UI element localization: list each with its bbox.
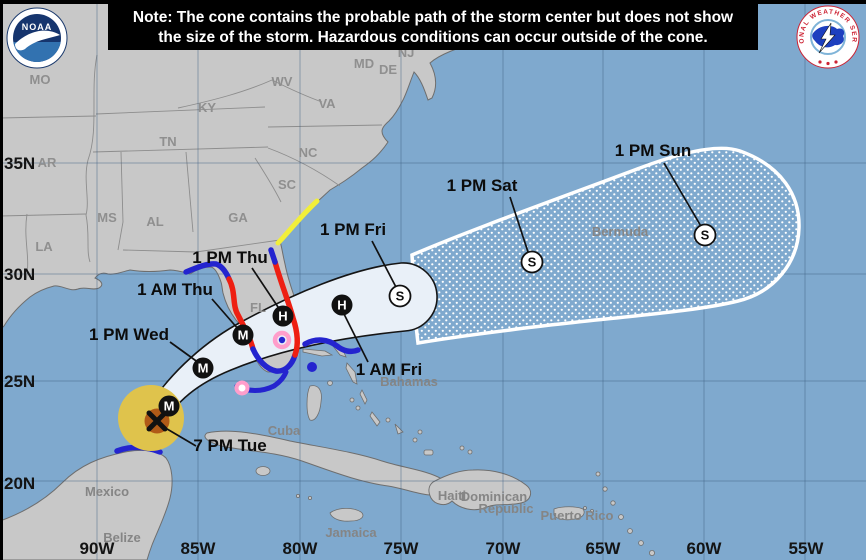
ts-warning-nw-bahamas: [302, 337, 361, 355]
time-label-1pm-fri: 1 PM Fri: [320, 220, 386, 239]
ts-warning-florida-south-tip: [250, 346, 298, 374]
lat-label-25n: 25N: [4, 372, 35, 391]
lon-label-65w: 65W: [586, 539, 622, 558]
place-label-jamaica: Jamaica: [325, 525, 377, 540]
frame-top: [0, 0, 866, 4]
lat-label-20n: 20N: [4, 474, 35, 493]
state-label-ms: MS: [97, 210, 117, 225]
track-point-major-3: M: [232, 324, 254, 346]
track-point-storm-2: S: [520, 250, 544, 274]
track-point-major-1: M: [158, 395, 180, 417]
time-label-1pm-sat: 1 PM Sat: [447, 176, 518, 195]
state-label-tn: TN: [159, 134, 176, 149]
track-point-major-2: M: [192, 357, 214, 379]
forecast-cone-days-4-5: [410, 146, 801, 346]
state-label-wv: WV: [272, 74, 293, 89]
svg-text:M: M: [198, 361, 209, 376]
lon-label-80w: 80W: [283, 539, 319, 558]
lon-label-60w: 60W: [687, 539, 723, 558]
noaa-logo-text: NOAA: [22, 22, 53, 32]
place-label-cuba: Cuba: [268, 423, 301, 438]
land-jamaica: [329, 507, 364, 522]
place-label-puerto-rico: Puerto Rico: [541, 508, 614, 523]
place-label-haiti: Haiti: [438, 488, 466, 503]
hurricane-watch-lake-okeechobee: [272, 330, 292, 350]
land-lesser-antilles: [583, 471, 656, 557]
place-labels: Mexico Belize Cuba Jamaica Haiti Dominic…: [85, 224, 649, 545]
forecast-points: M M M H H S S S: [158, 223, 717, 417]
land-bahamas-islands: [295, 340, 473, 500]
state-label-al: AL: [146, 214, 163, 229]
lat-label-35n: 35N: [4, 154, 35, 173]
state-labels: MO KY WV VA TN NC AR SC MS AL GA LA FL M…: [30, 45, 415, 315]
state-borders: [0, 54, 383, 281]
track-point-storm-1: S: [388, 284, 412, 308]
lon-label-85w: 85W: [181, 539, 217, 558]
time-label-7pm-tue: 7 PM Tue: [193, 436, 266, 455]
state-label-de: DE: [379, 62, 397, 77]
lon-label-70w: 70W: [486, 539, 522, 558]
frame-left: [0, 0, 3, 560]
current-position-x-icon: [146, 410, 168, 432]
nws-logo: NATIONAL WEATHER SERVICE: [796, 5, 860, 69]
lake-okeechobee: [278, 336, 286, 344]
place-label-bahamas: Bahamas: [380, 374, 438, 389]
place-label-belize: Belize: [103, 530, 141, 545]
lat-label-30n: 30N: [4, 265, 35, 284]
noaa-logo: NOAA: [6, 7, 68, 69]
note-line-2: the size of the storm. Hazardous conditi…: [158, 29, 707, 46]
latitude-labels: 35N 30N 25N 20N: [4, 154, 35, 493]
time-label-1pm-thu: 1 PM Thu: [192, 248, 268, 267]
state-label-md: MD: [354, 56, 374, 71]
state-label-mo: MO: [30, 72, 51, 87]
longitude-labels: 90W 85W 80W 75W 70W 65W 60W 55W: [80, 539, 825, 558]
label-leader-lines: [161, 162, 703, 447]
land-mexico-yucatan: [0, 449, 173, 560]
svg-text:S: S: [528, 255, 537, 270]
state-label-ar: AR: [38, 155, 57, 170]
svg-text:S: S: [701, 228, 710, 243]
svg-text:H: H: [278, 309, 287, 324]
land-isla-juventud: [255, 466, 271, 476]
state-label-ky: KY: [198, 100, 216, 115]
lon-label-75w: 75W: [384, 539, 420, 558]
time-label-1pm-sun: 1 PM Sun: [615, 141, 692, 160]
track-point-hurricane-1: H: [272, 305, 294, 327]
svg-text:H: H: [337, 298, 346, 313]
hurricane-watch-dry-tortugas: [234, 380, 250, 396]
ts-warning-bahamas-blob: [307, 362, 317, 372]
time-labels: 7 PM Tue 1 PM Wed 1 AM Thu 1 PM Thu 1 AM…: [89, 141, 691, 455]
svg-text:M: M: [238, 328, 249, 343]
place-label-dominican: Dominican: [461, 489, 528, 504]
forecast-cone-days-1-3: [149, 262, 438, 433]
land-hispaniola: [428, 469, 532, 511]
svg-text:S: S: [396, 289, 405, 304]
lon-label-90w: 90W: [80, 539, 116, 558]
time-label-1am-fri: 1 AM Fri: [356, 360, 422, 379]
note-line-1: Note: The cone contains the probable pat…: [133, 9, 734, 26]
place-label-republic: Republic: [479, 501, 534, 516]
state-label-sc: SC: [278, 177, 297, 192]
track-point-hurricane-2: H: [331, 294, 353, 316]
state-label-fl: FL: [250, 300, 266, 315]
state-label-la: LA: [35, 239, 53, 254]
lon-label-55w: 55W: [789, 539, 825, 558]
note-banner: Note: The cone contains the probable pat…: [108, 3, 758, 50]
place-label-bermuda: Bermuda: [592, 224, 649, 239]
state-label-va: VA: [318, 96, 336, 111]
ts-warning-jacksonville: [268, 247, 278, 265]
ts-watch-georgia-coast: [275, 198, 320, 246]
state-label-nc: NC: [299, 145, 318, 160]
time-label-1pm-wed: 1 PM Wed: [89, 325, 169, 344]
time-label-1am-thu: 1 AM Thu: [137, 280, 213, 299]
ts-warning-florida-panhandle: [183, 261, 232, 282]
place-label-mexico: Mexico: [85, 484, 129, 499]
land-puerto-rico: [553, 506, 585, 521]
state-label-ga: GA: [228, 210, 248, 225]
track-point-storm-3: S: [693, 223, 717, 247]
svg-text:M: M: [164, 399, 175, 414]
